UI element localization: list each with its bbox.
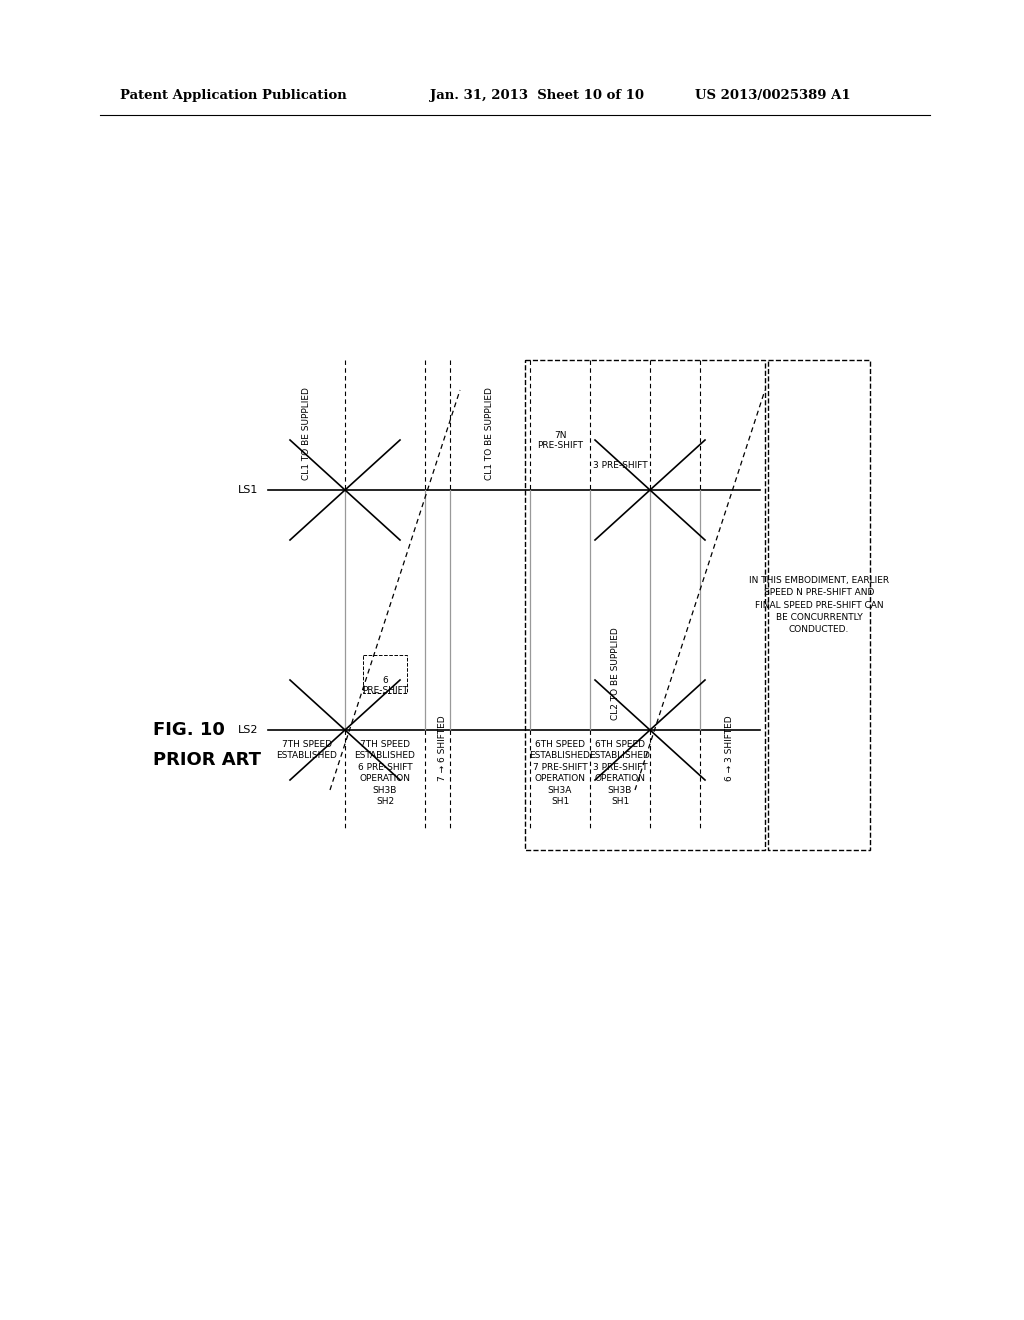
- Text: Patent Application Publication: Patent Application Publication: [120, 88, 347, 102]
- Text: 7TH SPEED
ESTABLISHED: 7TH SPEED ESTABLISHED: [276, 741, 337, 760]
- Text: LS2: LS2: [238, 725, 258, 735]
- Text: 6
PRE-SHIFT: 6 PRE-SHIFT: [362, 676, 408, 696]
- Text: 6TH SPEED
ESTABLISHED
7 PRE-SHIFT
OPERATION
SH3A
SH1: 6TH SPEED ESTABLISHED 7 PRE-SHIFT OPERAT…: [529, 741, 591, 807]
- Text: 7TH SPEED
ESTABLISHED
6 PRE-SHIFT
OPERATION
SH3B
SH2: 7TH SPEED ESTABLISHED 6 PRE-SHIFT OPERAT…: [354, 741, 416, 807]
- Text: 6TH SPEED
ESTABLISHED
3 PRE-SHIFT
OPERATION
SH3B
SH1: 6TH SPEED ESTABLISHED 3 PRE-SHIFT OPERAT…: [590, 741, 650, 807]
- Text: 6 → 3 SHIFTED: 6 → 3 SHIFTED: [725, 715, 734, 780]
- Text: PRIOR ART: PRIOR ART: [153, 751, 261, 770]
- Text: CL1 TO BE SUPPLIED: CL1 TO BE SUPPLIED: [485, 387, 495, 480]
- Text: LS1: LS1: [238, 484, 258, 495]
- Bar: [768, 360, 870, 850]
- Text: FIG. 10: FIG. 10: [153, 721, 225, 739]
- Text: 7 → 6 SHIFTED: 7 → 6 SHIFTED: [438, 715, 447, 780]
- Bar: [525, 360, 765, 850]
- Text: IN THIS EMBODIMENT, EARLIER
SPEED N PRE-SHIFT AND
FINAL SPEED PRE-SHIFT CAN
BE C: IN THIS EMBODIMENT, EARLIER SPEED N PRE-…: [749, 576, 889, 635]
- Text: Jan. 31, 2013  Sheet 10 of 10: Jan. 31, 2013 Sheet 10 of 10: [430, 88, 644, 102]
- Text: US 2013/0025389 A1: US 2013/0025389 A1: [695, 88, 851, 102]
- Text: 3 PRE-SHIFT: 3 PRE-SHIFT: [593, 461, 647, 470]
- Text: CL1 TO BE SUPPLIED: CL1 TO BE SUPPLIED: [302, 387, 311, 480]
- Text: CL2 TO BE SUPPLIED: CL2 TO BE SUPPLIED: [610, 627, 620, 719]
- Text: 7N
PRE-SHIFT: 7N PRE-SHIFT: [537, 430, 583, 450]
